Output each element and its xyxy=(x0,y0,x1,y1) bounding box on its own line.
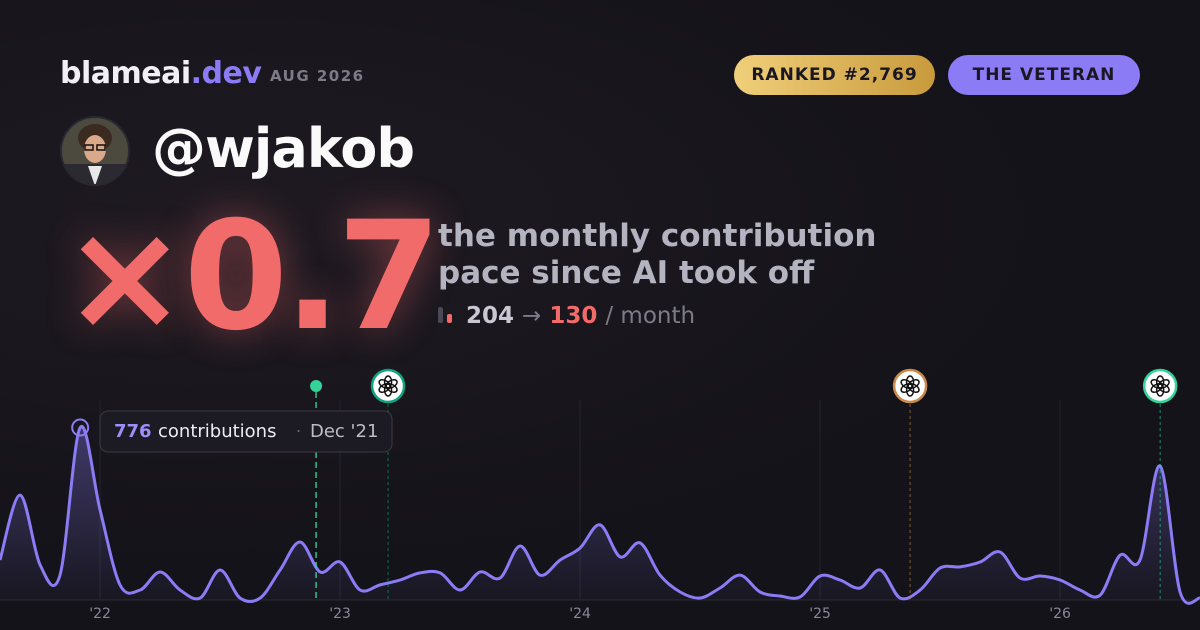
before: 204 xyxy=(466,303,515,329)
subtitle: the monthly contribution xyxy=(438,218,877,254)
subtitle: pace since AI took off xyxy=(438,255,815,291)
tooltip-date: Dec '21 xyxy=(310,421,378,442)
x-tick-label: '23 xyxy=(329,606,351,622)
rank-badge: RANKED #2,769 xyxy=(734,55,935,95)
brand-name: blameai xyxy=(60,56,191,91)
glyph-petal xyxy=(378,378,391,390)
glyph-petal xyxy=(900,378,913,390)
glyph-petal xyxy=(1150,378,1163,390)
x-tick-label: '24 xyxy=(569,606,591,622)
event-icon xyxy=(892,368,928,404)
date: AUG 2026 xyxy=(270,67,365,85)
x-tick-label: '26 xyxy=(1049,606,1071,622)
multiplier: ×0.7 xyxy=(62,190,441,364)
event-dot xyxy=(310,380,323,392)
avatar xyxy=(60,116,130,186)
event-icon xyxy=(370,368,406,404)
after: 130 xyxy=(549,303,598,329)
x-tick-label: '25 xyxy=(809,606,831,622)
event-glyph xyxy=(1150,375,1170,397)
event-glyph xyxy=(378,375,398,397)
event-icon xyxy=(1142,368,1178,404)
line xyxy=(0,424,1200,605)
tooltip-label: contributions xyxy=(158,421,276,442)
brand: blameai.dev xyxy=(60,56,262,91)
handle: @wjakob xyxy=(152,117,415,180)
tooltip-separator: · xyxy=(296,422,301,441)
unit: / month xyxy=(605,303,696,329)
stats: 204 → 130 / month xyxy=(438,303,695,329)
area xyxy=(0,426,1200,604)
tooltip-value: 776 xyxy=(114,421,152,442)
tooltip-box xyxy=(99,410,393,453)
brand-suffix: .dev xyxy=(190,56,262,91)
peak-marker xyxy=(71,418,90,437)
tier-badge: THE VETERAN xyxy=(948,55,1140,95)
stats-icon xyxy=(438,307,452,323)
x-tick-label: '22 xyxy=(89,606,111,622)
arrow: → xyxy=(522,303,542,329)
event-glyph xyxy=(900,375,920,397)
